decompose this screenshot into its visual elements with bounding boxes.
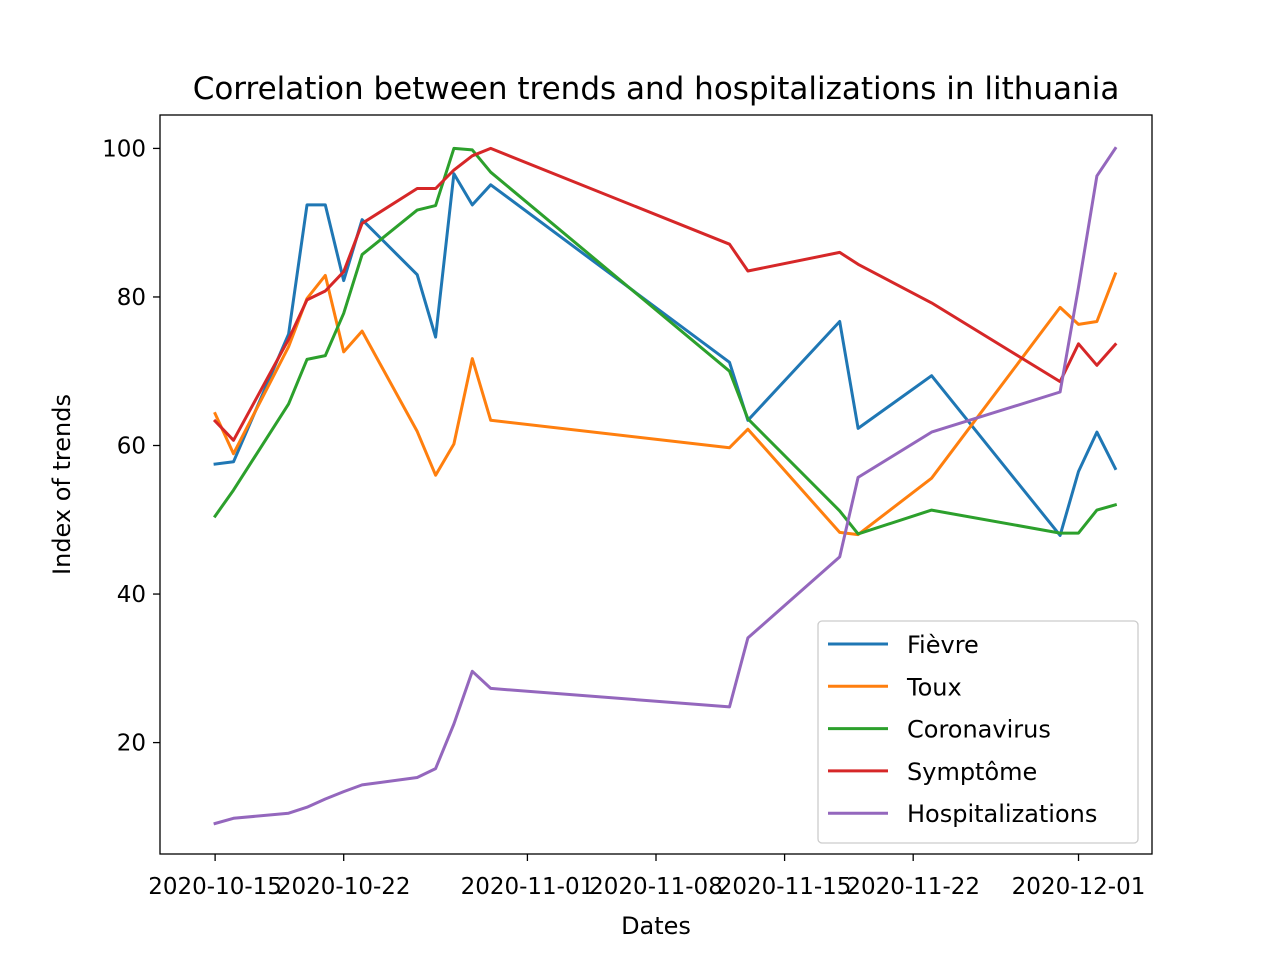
legend-label-1: Toux — [906, 673, 962, 701]
x-tick-label-0: 2020-10-15 — [148, 874, 282, 900]
y-tick-label-2: 60 — [117, 434, 146, 460]
y-tick-label-4: 100 — [102, 136, 146, 162]
legend-label-2: Coronavirus — [907, 716, 1051, 744]
series-line-4 — [213, 146, 1118, 826]
legend-label-4: Hospitalizations — [907, 800, 1097, 828]
legend: Fièvre Toux Coronavirus Symptôme Hospitaliza… — [817, 620, 1139, 844]
x-tick-label-3: 2020-11-08 — [589, 874, 723, 900]
legend-label-0: Fièvre — [907, 631, 979, 659]
x-tick-label-2: 2020-11-01 — [461, 874, 595, 900]
legend-label-3: Symptôme — [907, 758, 1037, 786]
x-tick-label-5: 2020-11-22 — [846, 874, 980, 900]
y-axis-ticks: 20 40 60 80 100 — [102, 136, 160, 757]
series-line-3 — [212, 146, 1118, 442]
series-line-2 — [213, 146, 1118, 536]
legend-box — [817, 620, 1139, 844]
y-tick-label-0: 20 — [117, 731, 146, 757]
x-tick-label-6: 2020-12-01 — [1012, 874, 1146, 900]
series-line-0 — [213, 172, 1118, 537]
y-axis-label: Index of trends — [48, 394, 76, 575]
x-tick-label-1: 2020-10-22 — [277, 874, 411, 900]
x-axis-label: Dates — [621, 912, 691, 940]
y-tick-label-1: 40 — [117, 582, 146, 608]
series-layer — [212, 146, 1118, 826]
x-tick-label-4: 2020-11-15 — [718, 874, 852, 900]
chart-title: Correlation between trends and hospitali… — [193, 71, 1120, 107]
series-line-1 — [213, 271, 1118, 537]
y-tick-label-3: 80 — [117, 285, 146, 311]
